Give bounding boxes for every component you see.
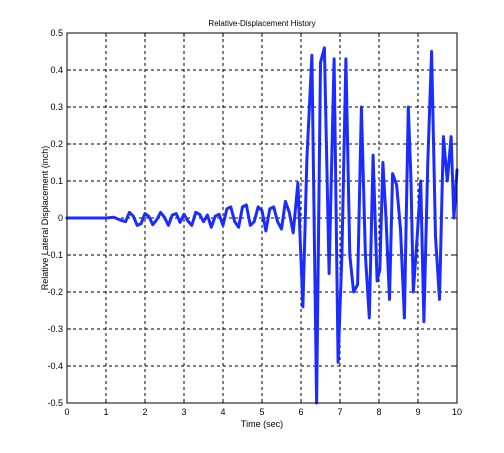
- y-tick-label: 0.4: [50, 65, 63, 75]
- y-tick-label: -0.1: [47, 250, 63, 260]
- x-tick-label: 6: [298, 407, 303, 417]
- displacement-series-line: [65, 46, 459, 405]
- y-tick-label: -0.5: [47, 398, 63, 408]
- x-tick-label: 7: [337, 407, 342, 417]
- y-tick-label: -0.4: [47, 361, 63, 371]
- chart-title: Relative-Displacement History: [208, 19, 315, 28]
- x-tick-label: 0: [64, 407, 69, 417]
- y-tick-label: -0.3: [47, 324, 63, 334]
- y-tick-label: 0.3: [50, 102, 63, 112]
- plot-frame: [66, 32, 458, 404]
- x-tick-label: 9: [415, 407, 420, 417]
- y-tick-label: -0.2: [47, 287, 63, 297]
- y-axis-tick-labels: 0.5 0.4 0.3 0.2 0.1 0 -0.1 -0.2 -0.3 -0.4 -0.5: [47, 28, 63, 408]
- x-axis-label: Time (sec): [241, 419, 283, 429]
- y-tick-label: 0.5: [50, 28, 63, 38]
- x-axis-tick-labels: 0 1 2 3 4 5 6 7 8 9 10: [64, 407, 462, 417]
- x-tick-label: 5: [259, 407, 264, 417]
- x-tick-label: 3: [181, 407, 186, 417]
- y-tick-label: 0.2: [50, 139, 63, 149]
- x-tick-label: 1: [103, 407, 108, 417]
- y-tick-label: 0.1: [50, 176, 63, 186]
- y-tick-label: 0: [58, 213, 63, 223]
- y-axis-label: Relative Lateral Displacement (inch): [40, 146, 50, 291]
- x-tick-label: 2: [142, 407, 147, 417]
- x-tick-label: 10: [452, 407, 462, 417]
- x-tick-label: 8: [376, 407, 381, 417]
- x-tick-label: 4: [220, 407, 225, 417]
